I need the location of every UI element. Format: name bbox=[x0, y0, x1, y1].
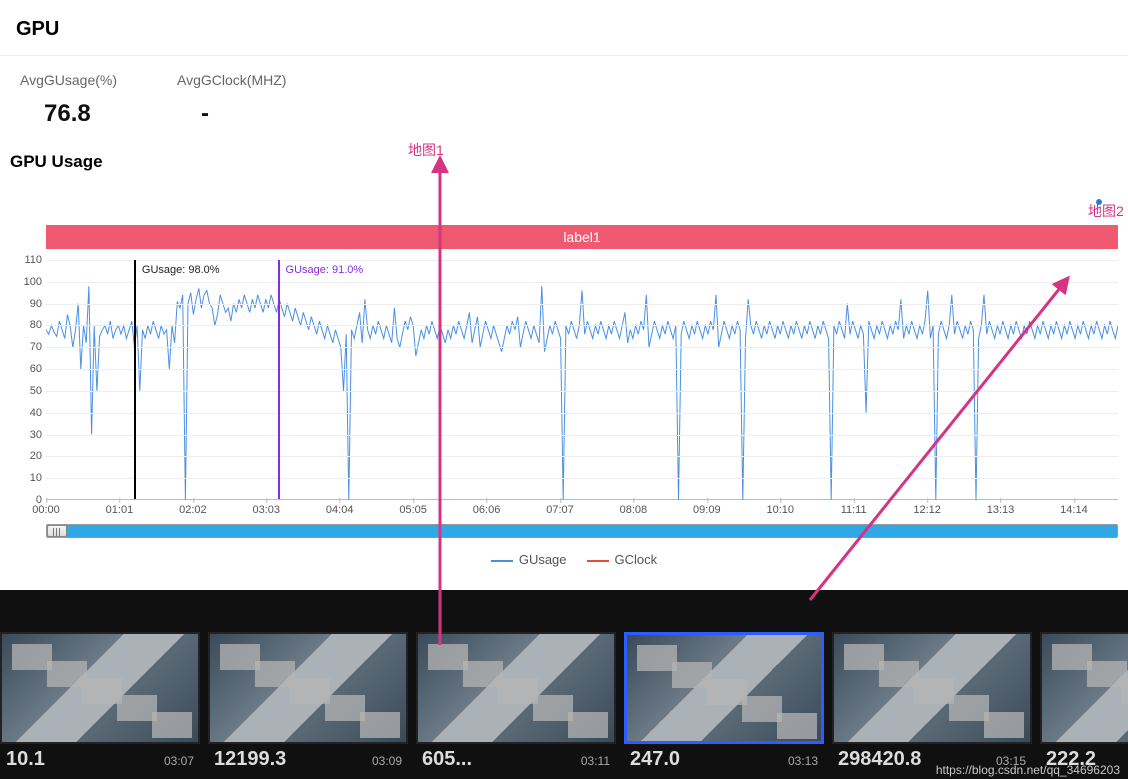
y-tick: 90 bbox=[30, 298, 42, 310]
stat-avg-gclock: AvgGClock(MHZ) - bbox=[177, 72, 286, 128]
grid-line bbox=[46, 456, 1118, 457]
thumbnail[interactable]: 247.0 03:13 bbox=[624, 632, 824, 771]
thumbnail[interactable]: 12199.3 03:09 bbox=[208, 632, 408, 771]
thumbnail[interactable]: 222.2 bbox=[1040, 632, 1128, 771]
grid-line bbox=[46, 413, 1118, 414]
y-tick: 110 bbox=[24, 254, 42, 266]
thumbnail-image bbox=[832, 632, 1032, 744]
thumbnail[interactable]: 298420.803:15 bbox=[832, 632, 1032, 771]
x-axis: 00:0001:0102:0203:0304:0405:0506:0607:07… bbox=[46, 504, 1118, 520]
chart-marker[interactable] bbox=[278, 260, 280, 499]
x-tick: 14:14 bbox=[1060, 504, 1088, 516]
chart-scrollbar[interactable] bbox=[46, 524, 1118, 538]
x-tick: 01:01 bbox=[106, 504, 134, 516]
y-tick: 70 bbox=[30, 341, 42, 353]
stat-label: AvgGClock(MHZ) bbox=[177, 72, 286, 88]
thumbnail-value: 10.1 bbox=[6, 748, 45, 771]
stat-label: AvgGUsage(%) bbox=[20, 72, 117, 88]
chart-title: GPU Usage bbox=[0, 128, 1128, 178]
stats-row: AvgGUsage(%) 76.8 AvgGClock(MHZ) - bbox=[0, 56, 1128, 128]
y-tick: 10 bbox=[30, 472, 42, 484]
x-tick: 07:07 bbox=[546, 504, 574, 516]
thumbnail-image bbox=[1040, 632, 1128, 744]
series-GUsage bbox=[46, 286, 1118, 500]
page-title: GPU bbox=[0, 0, 1128, 56]
grid-line bbox=[46, 304, 1118, 305]
thumbnail-time: 03:13 bbox=[788, 754, 818, 768]
grid-line bbox=[46, 325, 1118, 326]
y-tick: 50 bbox=[30, 385, 42, 397]
thumbnail-image bbox=[416, 632, 616, 744]
chart-legend: GUsage GClock bbox=[0, 552, 1128, 567]
x-tick: 06:06 bbox=[473, 504, 501, 516]
y-tick: 60 bbox=[30, 363, 42, 375]
legend-label: GUsage bbox=[519, 552, 567, 567]
chart-marker-label: GUsage: 98.0% bbox=[140, 264, 222, 276]
thumbnail-image bbox=[208, 632, 408, 744]
x-tick: 13:13 bbox=[987, 504, 1015, 516]
annotation-map2: 地图2 bbox=[1088, 201, 1124, 221]
x-tick: 08:08 bbox=[620, 504, 648, 516]
thumbnail-image bbox=[0, 632, 200, 744]
x-tick: 03:03 bbox=[253, 504, 281, 516]
chart-plot[interactable]: GUsage: 98.0% GUsage: 91.0% bbox=[46, 260, 1118, 500]
scrollbar-handle[interactable] bbox=[47, 525, 67, 537]
stat-value: 76.8 bbox=[20, 88, 117, 128]
annotation-dot bbox=[1096, 199, 1102, 205]
chart-marker[interactable] bbox=[134, 260, 136, 499]
legend-swatch bbox=[491, 560, 513, 562]
chart-area: 0102030405060708090100110 GUsage: 98.0%G… bbox=[0, 260, 1128, 550]
grid-line bbox=[46, 391, 1118, 392]
y-axis: 0102030405060708090100110 bbox=[0, 260, 46, 500]
annotation-map1: 地图1 bbox=[408, 140, 444, 160]
y-tick: 30 bbox=[30, 429, 42, 441]
thumbnail-time: 03:11 bbox=[581, 754, 610, 768]
legend-swatch bbox=[587, 560, 609, 562]
chart-marker-label: GUsage: 91.0% bbox=[284, 264, 366, 276]
x-tick: 12:12 bbox=[913, 504, 941, 516]
stat-value: - bbox=[177, 88, 286, 128]
chart-line-svg bbox=[46, 260, 1118, 500]
thumbnail-value: 298420.8 bbox=[838, 748, 921, 771]
x-tick: 10:10 bbox=[766, 504, 794, 516]
label-bar[interactable]: label1 bbox=[46, 225, 1118, 249]
thumbnail[interactable]: 10.1 03:07 bbox=[0, 632, 200, 771]
x-tick: 05:05 bbox=[399, 504, 427, 516]
grid-line bbox=[46, 435, 1118, 436]
x-tick: 00:00 bbox=[32, 504, 60, 516]
y-tick: 20 bbox=[30, 450, 42, 462]
grid-line bbox=[46, 369, 1118, 370]
grid-line bbox=[46, 478, 1118, 479]
thumbnail-image bbox=[624, 632, 824, 744]
grid-line bbox=[46, 282, 1118, 283]
thumbnail-time: 03:09 bbox=[372, 754, 402, 768]
grid-line bbox=[46, 347, 1118, 348]
y-tick: 80 bbox=[30, 319, 42, 331]
stat-avg-gusage: AvgGUsage(%) 76.8 bbox=[20, 72, 117, 128]
y-tick: 100 bbox=[24, 276, 42, 288]
thumbnail-value: 12199.3 bbox=[214, 748, 286, 771]
x-tick: 09:09 bbox=[693, 504, 721, 516]
thumbnail-time: 03:07 bbox=[164, 754, 194, 768]
legend-label: GClock bbox=[615, 552, 658, 567]
x-tick: 11:11 bbox=[841, 504, 867, 516]
thumbnail-value: 605... bbox=[422, 748, 472, 771]
thumbnail-value: 247.0 bbox=[630, 748, 680, 771]
x-tick: 02:02 bbox=[179, 504, 207, 516]
y-tick: 40 bbox=[30, 407, 42, 419]
watermark: https://blog.csdn.net/qq_34696203 bbox=[936, 763, 1120, 777]
grid-line bbox=[46, 260, 1118, 261]
thumbnail-strip[interactable]: 10.1 03:07 12199.3 03:09 605... 03:11 247.0 03:… bbox=[0, 590, 1128, 779]
x-tick: 04:04 bbox=[326, 504, 354, 516]
thumbnail[interactable]: 605... 03:11 bbox=[416, 632, 616, 771]
